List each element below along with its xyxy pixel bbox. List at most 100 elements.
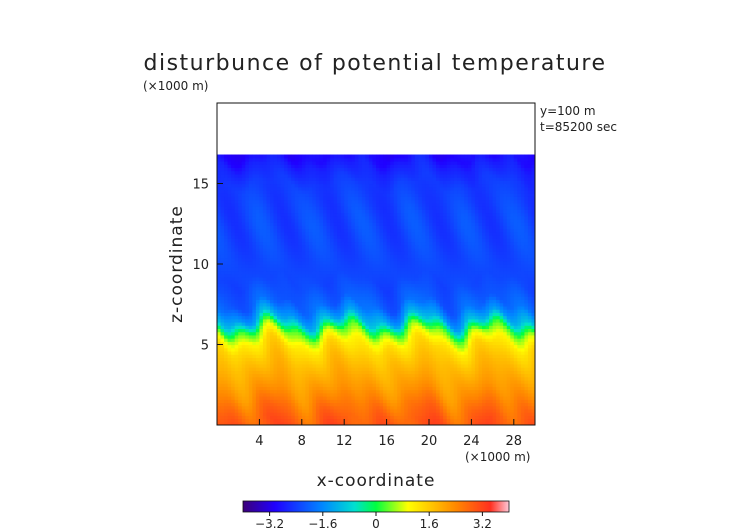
- heatmap-cell: [439, 276, 444, 281]
- heatmap-cell: [315, 347, 321, 352]
- heatmap-cell: [474, 276, 480, 281]
- heatmap-cell: [517, 276, 522, 281]
- heatmap-cell: [379, 302, 384, 307]
- heatmap-cell: [220, 421, 225, 425]
- heatmap-cell: [330, 328, 335, 333]
- heatmap-cell: [255, 302, 260, 307]
- heatmap-cell: [248, 386, 253, 391]
- heatmap-cell: [499, 273, 504, 278]
- heatmap-cell: [326, 418, 331, 423]
- heatmap-cell: [273, 396, 278, 400]
- heatmap-cell: [450, 276, 455, 281]
- heatmap-cell: [312, 276, 317, 281]
- heatmap-cell: [337, 415, 342, 420]
- heatmap-cell: [397, 280, 402, 284]
- heatmap-cell: [266, 412, 271, 416]
- heatmap-cell: [425, 305, 430, 310]
- heatmap-cell: [337, 273, 342, 278]
- heatmap-cell: [436, 341, 441, 346]
- heatmap-cell: [467, 247, 472, 252]
- heatmap-cell: [266, 273, 271, 278]
- heatmap-cell: [280, 399, 285, 404]
- heatmap-cell: [277, 357, 282, 362]
- heatmap-cell: [429, 321, 434, 326]
- heatmap-cell: [372, 338, 377, 342]
- heatmap-cell: [432, 276, 437, 281]
- heatmap-cell: [414, 292, 419, 297]
- heatmap-cell: [262, 344, 268, 349]
- heatmap-cell: [368, 408, 374, 413]
- heatmap-cell: [291, 402, 296, 407]
- heatmap-cell: [301, 296, 306, 301]
- heatmap-cell: [231, 315, 236, 320]
- heatmap-cell: [485, 383, 490, 387]
- heatmap-cell: [361, 415, 366, 420]
- heatmap-cell: [270, 376, 275, 381]
- heatmap-cell: [531, 341, 535, 346]
- heatmap-cell: [266, 318, 271, 323]
- heatmap-cell: [333, 389, 338, 394]
- heatmap-cell: [220, 244, 225, 249]
- heatmap-cell: [503, 360, 508, 365]
- heatmap-cell: [234, 315, 239, 320]
- heatmap-cell: [404, 408, 409, 413]
- heatmap-cell: [506, 392, 511, 397]
- heatmap-cell: [305, 325, 310, 329]
- heatmap-cell: [231, 305, 236, 310]
- heatmap-cell: [301, 402, 306, 407]
- heatmap-cell: [531, 396, 535, 400]
- heatmap-cell: [245, 302, 250, 307]
- heatmap-cell: [393, 315, 398, 320]
- heatmap-cell: [520, 354, 525, 358]
- heatmap-cell: [443, 270, 448, 275]
- heatmap-cell: [407, 309, 412, 313]
- heatmap-cell: [517, 321, 522, 326]
- heatmap-cell: [252, 383, 257, 387]
- heatmap-cell: [368, 325, 374, 329]
- heatmap-cell: [273, 244, 278, 249]
- heatmap-cell: [421, 273, 427, 278]
- heatmap-cell: [432, 318, 437, 323]
- heatmap-cell: [284, 376, 289, 381]
- heatmap-cell: [291, 392, 296, 397]
- heatmap-cell: [266, 376, 271, 381]
- heatmap-cell: [411, 296, 416, 301]
- heatmap-cell: [330, 315, 335, 320]
- heatmap-cell: [344, 418, 349, 423]
- heatmap-cell: [361, 251, 366, 255]
- heatmap-cell: [404, 399, 409, 404]
- heatmap-cell: [376, 251, 381, 255]
- heatmap-cell: [238, 257, 243, 262]
- heatmap-cell: [277, 344, 282, 349]
- heatmap-cell: [262, 341, 268, 346]
- heatmap-cell: [390, 357, 395, 362]
- heatmap-cell: [333, 350, 338, 355]
- heatmap-cell: [277, 264, 282, 268]
- heatmap-cell: [439, 402, 444, 407]
- heatmap-cell: [266, 389, 271, 394]
- heatmap-cell: [259, 412, 264, 416]
- heatmap-cell: [450, 251, 455, 255]
- heatmap-cell: [319, 302, 324, 307]
- heatmap-cell: [340, 357, 345, 362]
- heatmap-cell: [308, 373, 313, 378]
- heatmap-cell: [255, 386, 260, 391]
- heatmap-cell: [404, 286, 409, 291]
- heatmap-cell: [351, 389, 356, 394]
- heatmap-cell: [485, 321, 490, 326]
- heatmap-cell: [262, 396, 268, 400]
- heatmap-cell: [305, 357, 310, 362]
- heatmap-cell: [499, 373, 504, 378]
- heatmap-cell: [492, 357, 497, 362]
- heatmap-cell: [379, 350, 384, 355]
- heatmap-cell: [460, 402, 465, 407]
- heatmap-cell: [443, 296, 448, 301]
- heatmap-cell: [478, 331, 483, 336]
- heatmap-cell: [496, 418, 501, 423]
- heatmap-cell: [266, 402, 271, 407]
- heatmap-cell: [471, 392, 476, 397]
- annotation-t: t=85200 sec: [540, 120, 617, 134]
- heatmap-cell: [510, 292, 515, 297]
- heatmap-cell: [287, 299, 292, 304]
- heatmap-cell: [368, 305, 374, 310]
